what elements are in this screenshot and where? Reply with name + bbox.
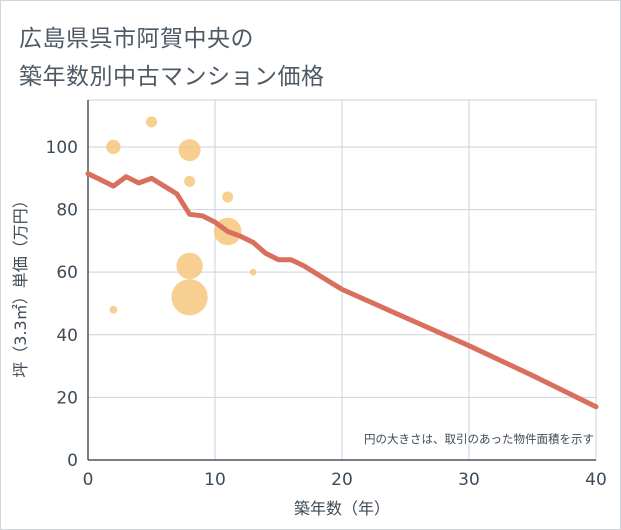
tick-labels: 0 10 20 30 40 0 20 40 60 80 100: [46, 138, 607, 490]
y-tick-label: 20: [56, 388, 78, 408]
bubble-point: [178, 139, 201, 162]
y-axis-label: 坪（3.3㎡）単価（万円）: [11, 192, 30, 377]
axes: [87, 100, 596, 461]
bubble-point: [171, 279, 208, 316]
bubble-point: [184, 175, 196, 187]
bubble-point: [109, 305, 118, 314]
bubble-series: [106, 116, 257, 316]
bubble-point: [176, 252, 203, 280]
x-tick-label: 10: [204, 470, 226, 490]
y-tick-label: 40: [56, 326, 78, 346]
bubble-point: [146, 116, 157, 128]
trend-line: [85, 171, 599, 410]
bubble-point: [249, 268, 257, 276]
bubble-point: [106, 139, 121, 155]
trend-series: [85, 171, 599, 410]
grid: [87, 99, 597, 461]
bubble-point: [222, 191, 234, 203]
chart-title-line2: 築年数別中古マンション価格: [19, 64, 325, 90]
x-tick-label: 20: [331, 470, 353, 490]
chart-note: 円の大きさは、取引のあった物件面積を示す: [364, 432, 594, 446]
x-tick-label: 0: [83, 470, 94, 490]
y-tick-label: 60: [56, 263, 78, 283]
x-axis-label: 築年数（年）: [294, 499, 390, 518]
y-tick-label: 0: [67, 451, 78, 471]
x-tick-label: 40: [585, 470, 607, 490]
y-tick-label: 80: [56, 201, 78, 221]
y-tick-label: 100: [46, 138, 78, 158]
chart-title-line1: 広島県呉市阿賀中央の: [19, 26, 254, 52]
x-tick-label: 30: [458, 470, 480, 490]
